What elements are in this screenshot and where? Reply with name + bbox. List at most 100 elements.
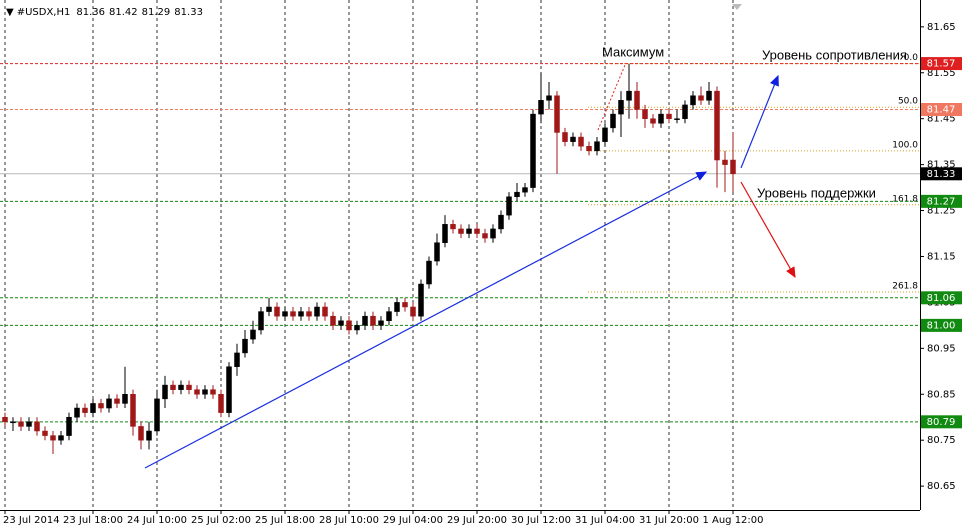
fib-label: 0.0 <box>904 53 919 63</box>
candle-body <box>2 416 8 423</box>
support-arrow <box>740 181 796 279</box>
price-box-label: 81.06 <box>927 293 956 304</box>
candle-body <box>274 306 280 317</box>
candle-body <box>602 127 608 142</box>
candle-body <box>594 141 600 152</box>
candle-body <box>98 403 104 409</box>
candle-body <box>130 394 136 427</box>
candle-body <box>234 352 240 367</box>
candle-body <box>378 320 384 326</box>
candle-body <box>690 95 696 106</box>
candle-body <box>242 338 248 354</box>
candle-body <box>538 100 544 115</box>
candle-body <box>282 311 288 317</box>
x-tick-label: 23 Jul 2014 <box>3 515 60 526</box>
candle-body <box>90 403 96 413</box>
x-tick-label: 25 Jul 18:00 <box>255 515 315 526</box>
x-tick-label: 30 Jul 12:00 <box>511 515 571 526</box>
candle-body <box>42 430 48 436</box>
x-tick-label: 29 Jul 04:00 <box>383 515 443 526</box>
candle-body <box>362 315 368 326</box>
annotation: Максимум <box>602 44 664 59</box>
candle-body <box>578 136 584 147</box>
price-box-label: 81.47 <box>927 105 956 116</box>
y-tick-label: 81.25 <box>927 206 956 217</box>
candle-body <box>82 407 88 413</box>
candle-body <box>466 228 472 234</box>
candle-body <box>266 306 272 312</box>
candle-body <box>178 384 184 390</box>
candle-body <box>474 228 480 234</box>
candle-body <box>10 421 16 424</box>
candle-body <box>666 113 672 119</box>
price-box <box>921 291 962 305</box>
header-arrow: ▼ <box>6 7 14 18</box>
candle-body <box>154 398 160 432</box>
candle-body <box>450 224 456 230</box>
candle-body <box>442 224 448 243</box>
candle-body <box>26 421 32 427</box>
candle-body <box>402 302 408 308</box>
drawings: Максимум Уровень сопротивления Уровень п… <box>144 44 907 469</box>
candle-body <box>490 228 496 239</box>
y-tick-label: 81.65 <box>927 22 956 33</box>
candle-body <box>506 196 512 216</box>
shift-marker <box>732 4 742 10</box>
candle-body <box>570 136 576 142</box>
annotation: Уровень поддержки <box>757 185 876 200</box>
x-tick-label: 31 Jul 20:00 <box>639 515 699 526</box>
candle-body <box>298 311 304 317</box>
candle-body <box>354 325 360 331</box>
price-box <box>921 318 962 332</box>
candle-body <box>674 118 680 120</box>
candle-body <box>618 100 624 115</box>
candle-body <box>202 389 208 395</box>
candle-body <box>34 421 40 432</box>
price-box <box>921 103 962 117</box>
y-tick-label: 81.45 <box>927 114 956 125</box>
candle-body <box>522 187 528 193</box>
candle-body <box>498 214 504 230</box>
price-box-label: 80.79 <box>927 417 956 428</box>
candle-body <box>218 394 224 413</box>
symbol: #USDX,H1 <box>17 7 71 18</box>
candle-body <box>346 320 352 331</box>
candle-body <box>290 311 296 317</box>
candle-body <box>386 311 392 322</box>
candle-body <box>138 426 144 441</box>
x-tick-label: 24 Jul 10:00 <box>127 515 187 526</box>
y-tick-label: 81.35 <box>927 160 956 171</box>
candle-body <box>186 384 192 390</box>
candle-body <box>682 104 688 119</box>
price-box <box>921 415 962 429</box>
candles <box>2 63 736 454</box>
candle-body <box>626 90 632 101</box>
fib-label: 161.8 <box>892 194 918 204</box>
candle-body <box>74 407 80 418</box>
x-tick-label: 1 Aug 12:00 <box>702 515 763 526</box>
annotation: Уровень сопротивления <box>762 47 907 62</box>
y-tick-label: 80.75 <box>927 435 956 446</box>
candle-body <box>330 315 336 326</box>
price-box <box>921 194 962 208</box>
candle-body <box>642 109 648 119</box>
candle-body <box>586 145 592 152</box>
candle-body <box>418 283 424 317</box>
candle-body <box>434 242 440 262</box>
candle-body <box>706 90 712 101</box>
price-box <box>921 167 962 181</box>
x-tick-label: 23 Jul 18:00 <box>63 515 123 526</box>
y-tick-label: 80.85 <box>927 389 956 400</box>
candle-body <box>106 398 112 409</box>
trend-line <box>144 171 708 469</box>
price-box-label: 81.33 <box>927 169 956 180</box>
price-axis: 23 Jul 2014 23 Jul 18:00 24 Jul 10:00 25 Ju… <box>3 22 962 526</box>
candle-body <box>458 228 464 234</box>
candle-body <box>338 320 344 326</box>
candle-body <box>610 113 616 129</box>
last-close: 81.33 <box>174 7 203 18</box>
candle-body <box>698 95 704 101</box>
candle-body <box>258 311 264 331</box>
fib-label: 261.8 <box>892 282 918 292</box>
